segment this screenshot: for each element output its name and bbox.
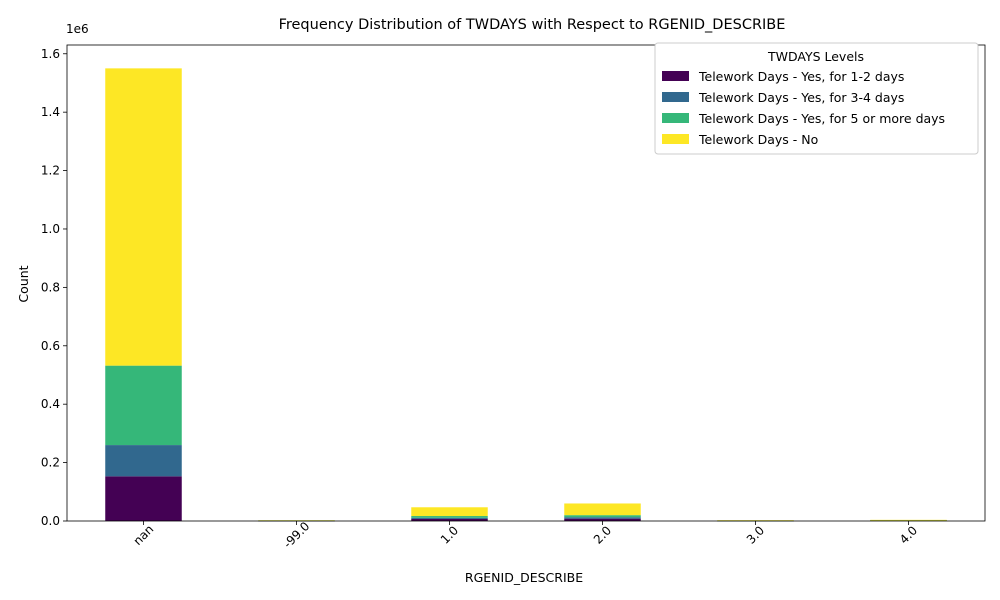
bar-segment (564, 503, 641, 516)
plot-frame (66, 44, 986, 522)
bar-segment (258, 520, 335, 521)
bar-segment (870, 519, 947, 521)
bar-segment (564, 517, 641, 519)
legend-title: TWDAYS Levels (767, 49, 864, 64)
y-tick-label: 0.2 (41, 456, 60, 470)
legend-label: Telework Days - Yes, for 5 or more days (698, 111, 945, 126)
legend-label: Telework Days - Yes, for 1-2 days (698, 69, 904, 84)
x-axis-ticks: nan -99.0 1.0 2.0 3.0 4.0 (131, 519, 921, 551)
legend-swatch (662, 113, 689, 123)
legend: TWDAYS Levels Telework Days - Yes, for 1… (654, 42, 979, 155)
y-tick-label: 0.0 (41, 514, 60, 528)
legend-label: Telework Days - No (698, 132, 818, 147)
bar-segment (105, 68, 182, 366)
x-tick-label: 1.0 (438, 523, 461, 546)
legend-swatch (662, 92, 689, 102)
bar-segment (564, 515, 641, 518)
bar-segment (105, 476, 182, 521)
y-tick-label: 0.4 (41, 397, 60, 411)
y-tick-label: 0.6 (41, 339, 60, 353)
bar-segment (564, 518, 641, 521)
bar-segment (411, 507, 488, 517)
legend-swatch (662, 71, 689, 81)
bar-segment (411, 517, 488, 519)
x-axis-label: RGENID_DESCRIBE (465, 570, 583, 585)
y-tick-label: 1.6 (41, 47, 60, 61)
bar-segment (105, 365, 182, 446)
bar-segment (411, 516, 488, 518)
y-tick-label: 0.8 (41, 280, 60, 294)
plot-area: nan -99.0 1.0 2.0 3.0 4.0 0.0 0.2 0.4 0.6 0.8 1.0 1… (41, 44, 986, 551)
x-tick-label: 3.0 (744, 523, 767, 546)
y-offset-text: 1e6 (66, 22, 89, 36)
chart-title: Frequency Distribution of TWDAYS with Re… (279, 17, 786, 33)
y-tick-label: 1.4 (41, 105, 60, 119)
bar-segment (105, 445, 182, 477)
bar-segment (717, 520, 794, 521)
legend-box (654, 42, 979, 155)
y-axis-ticks: 0.0 0.2 0.4 0.6 0.8 1.0 1.2 1.4 1.6 (41, 47, 67, 528)
y-tick-label: 1.2 (41, 164, 60, 178)
x-tick-label: -99.0 (281, 519, 313, 551)
legend-swatch (662, 134, 689, 144)
legend-items: Telework Days - Yes, for 1-2 days Telewor… (662, 69, 945, 147)
x-tick-label: 4.0 (897, 523, 920, 546)
x-tick-label: 2.0 (591, 523, 614, 546)
x-tick-label: nan (131, 522, 157, 548)
y-tick-label: 1.0 (41, 222, 60, 236)
y-axis-label: Count (16, 265, 31, 302)
bar-segment (411, 518, 488, 521)
legend-label: Telework Days - Yes, for 3-4 days (698, 90, 904, 105)
